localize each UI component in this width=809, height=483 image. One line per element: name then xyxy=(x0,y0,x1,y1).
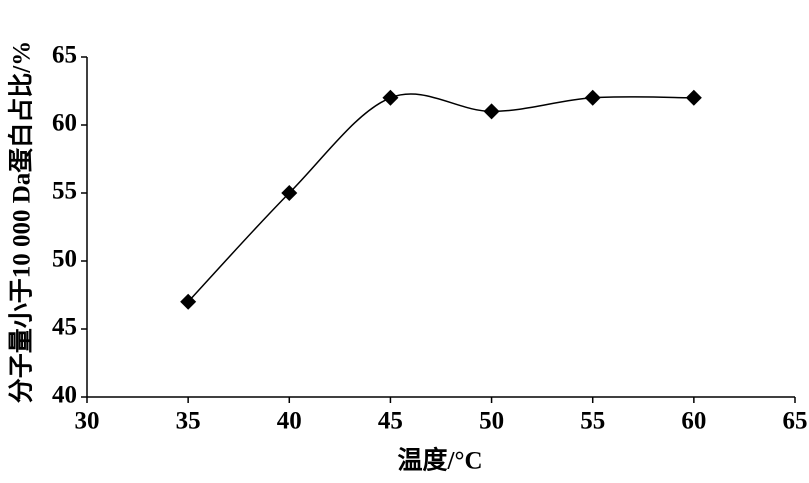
y-tick-label: 65 xyxy=(52,42,77,69)
y-axis-label: 分子量小于10 000 Da蛋白占比/% xyxy=(7,41,36,404)
x-tick-label: 60 xyxy=(681,408,706,435)
y-tick-label: 50 xyxy=(52,246,77,273)
x-tick-label: 40 xyxy=(277,408,302,435)
x-tick-label: 45 xyxy=(378,408,403,435)
marker xyxy=(483,103,500,120)
x-tick-label: 55 xyxy=(580,408,605,435)
y-tick-label: 45 xyxy=(52,314,77,341)
x-tick-label: 35 xyxy=(176,408,201,435)
line xyxy=(187,93,694,303)
marker xyxy=(281,185,298,201)
y-tick-label: 60 xyxy=(52,110,77,137)
marker xyxy=(382,89,399,106)
marker xyxy=(685,89,702,106)
marker xyxy=(584,89,601,106)
x-tick-label: 50 xyxy=(479,408,504,435)
y-tick-label: 40 xyxy=(52,382,77,409)
x-tick-label: 30 xyxy=(75,408,100,435)
marker xyxy=(180,293,197,310)
x-axis-label: 温度/°C xyxy=(398,446,483,475)
y-tick-label: 55 xyxy=(52,178,77,205)
x-tick-label: 65 xyxy=(783,408,808,435)
